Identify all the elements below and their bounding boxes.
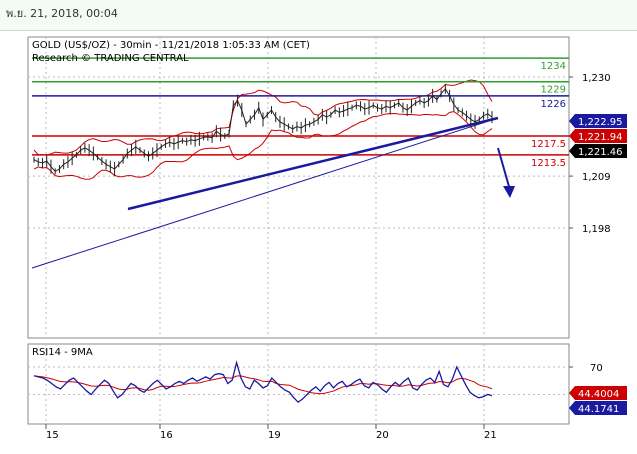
rsi-badge-pointer-1 [569,401,575,415]
trendlines [31,116,515,269]
price-badge-label-2: 1,221.46 [578,147,623,158]
level-label-4: 1213.5 [531,158,566,169]
forecast-arrow-head [503,186,515,198]
x-ticks: 15 16 19 20 21 [45,424,497,441]
rsi-ticks: 70 44.4004 44.1741 [569,363,627,415]
price-badge-pointer-2 [569,144,575,158]
price-series [33,83,493,177]
price-badge-pointer-0 [569,114,575,128]
grid-layer [28,37,569,424]
support-trendline [127,116,499,211]
price-panel [27,36,570,339]
bollinger-upper [33,79,493,156]
price-tick-label-2: 1,198 [582,224,611,235]
x-tick-label-2: 19 [268,430,281,441]
x-tick-label-0: 15 [46,430,59,441]
price-ticks: 1,230 1,209 1,198 [569,73,611,235]
level-label-0: 1234 [541,61,566,72]
x-tick-label-1: 16 [160,430,173,441]
rsi-badge-1 [575,401,627,415]
rsi-title: RSI14 - 9MA [32,347,93,358]
rsi-series [33,360,493,404]
chart-subtitle: Research © TRADING CENTRAL [32,53,189,64]
price-tick-label-1: 1,209 [582,172,611,183]
level-label-2: 1226 [541,99,566,110]
rsi-badge-label-1: 44.1741 [578,404,619,415]
price-badge-label-0: 1,222.95 [578,117,623,128]
moving-average-line [31,117,499,269]
price-badge-pointer-1 [569,129,575,143]
price-badge-2 [575,144,627,158]
price-tick-label-0: 1,230 [582,73,611,84]
price-badges: 1,222.95 1,221.94 1,221.46 [569,114,627,158]
rsi-badge-0 [575,386,627,400]
price-badge-0 [575,114,627,128]
chart-title: GOLD (US$/OZ) - 30min - 11/21/2018 1:05:… [32,40,310,51]
x-tick-label-4: 21 [484,430,497,441]
forecast-arrow [497,147,511,191]
date-text: พ.ย. 21, 2018, 00:04 [6,7,118,20]
level-label-3: 1217.5 [531,139,566,150]
price-badge-1 [575,129,627,143]
level-lines: 1234 1229 1226 1217.5 1213.5 [32,57,569,169]
rsi-line [33,360,493,404]
rsi-badge-pointer-0 [569,386,575,400]
rsi-tick-label-0: 70 [590,363,603,374]
x-tick-label-3: 20 [376,430,389,441]
price-line [33,87,493,173]
date-bar: พ.ย. 21, 2018, 00:04 [0,0,637,31]
rsi-badge-label-0: 44.4004 [578,389,619,400]
level-label-1: 1229 [541,85,566,96]
price-badge-label-1: 1,221.94 [578,132,623,143]
